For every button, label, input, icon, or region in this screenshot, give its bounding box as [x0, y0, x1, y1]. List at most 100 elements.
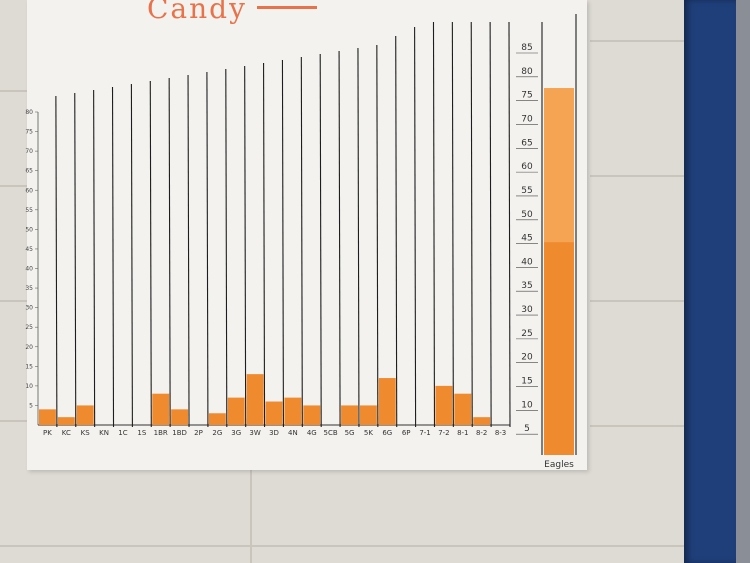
- bar: [303, 405, 321, 425]
- eagles-y-tick-label: 35: [521, 281, 532, 291]
- bar: [359, 405, 377, 425]
- x-tick-label: 2G: [212, 429, 222, 437]
- y-tick-label: 60: [25, 187, 33, 194]
- bar: [473, 417, 491, 425]
- mortar-line: [590, 300, 684, 302]
- poster-title: Candy: [147, 0, 247, 25]
- x-tick-label: 5K: [364, 429, 373, 437]
- mortar-line: [250, 470, 252, 563]
- column-divider-line: [206, 71, 209, 428]
- y-tick-label: 70: [25, 148, 33, 155]
- x-tick-label: 1C: [118, 429, 127, 437]
- bar: [341, 405, 358, 425]
- column-divider-line: [338, 50, 341, 428]
- x-tick-label: KN: [99, 429, 109, 437]
- eagles-y-tick-label: 50: [521, 210, 533, 220]
- mortar-line: [590, 40, 684, 42]
- mortar-line: [590, 425, 684, 427]
- y-tick-label: 20: [25, 344, 33, 351]
- y-tick-label: 35: [25, 285, 33, 292]
- bar: [39, 409, 56, 425]
- bar: [246, 374, 264, 425]
- bar: [227, 397, 245, 425]
- column-divider-line: [93, 89, 96, 428]
- mortar-line: [0, 300, 27, 302]
- bar: [454, 393, 472, 425]
- bar: [76, 405, 94, 425]
- mortar-line: [0, 90, 27, 92]
- column-divider-line: [489, 21, 492, 428]
- y-tick-label: 55: [25, 207, 33, 214]
- bar: [378, 378, 396, 425]
- blue-door-frame: [684, 0, 736, 563]
- x-tick-label: 3G: [231, 429, 241, 437]
- x-tick-label: 7-2: [438, 429, 449, 437]
- x-tick-label: 7-1: [419, 429, 430, 437]
- eagles-y-tick-label: 85: [521, 43, 532, 53]
- column-divider-line: [263, 62, 266, 428]
- column-divider-line: [414, 26, 417, 428]
- column-divider-line: [130, 83, 133, 428]
- bar: [208, 413, 226, 425]
- column-divider-line: [451, 21, 454, 428]
- column-divider-line: [508, 21, 511, 428]
- x-tick-label: 1BR: [154, 429, 168, 437]
- eagles-y-tick-label: 40: [521, 257, 533, 267]
- column-divider-line: [168, 77, 171, 428]
- y-tick-label: 65: [25, 168, 33, 175]
- x-tick-label: 4N: [288, 429, 298, 437]
- column-divider-line: [55, 95, 58, 428]
- eagles-x-label: Eagles: [544, 460, 574, 470]
- eagles-y-tick-label: 5: [524, 424, 530, 434]
- eagles-y-tick-label: 80: [521, 67, 533, 77]
- title-underline: [257, 6, 317, 9]
- column-divider-line: [319, 53, 322, 428]
- eagles-y-tick-label: 20: [521, 353, 533, 363]
- hallway-edge: [736, 0, 750, 563]
- column-divider-line: [300, 56, 303, 428]
- x-tick-label: 4G: [307, 429, 317, 437]
- y-tick-label: 15: [25, 363, 33, 370]
- poster-paper: Candy: [27, 0, 587, 470]
- eagles-y-tick-label: 60: [521, 162, 533, 172]
- mortar-line: [590, 175, 684, 177]
- x-tick-label: 3W: [249, 429, 260, 437]
- x-tick-label: 2P: [194, 429, 203, 437]
- eagles-y-tick-label: 25: [521, 329, 532, 339]
- x-tick-label: 3D: [269, 429, 279, 437]
- y-tick-label: 10: [25, 383, 33, 390]
- column-divider-line: [149, 80, 152, 428]
- mortar-line: [0, 185, 27, 187]
- eagles-y-tick-label: 70: [521, 114, 533, 124]
- y-tick-label: 75: [25, 129, 33, 136]
- x-tick-label: 5G: [345, 429, 355, 437]
- column-divider-line: [187, 74, 190, 428]
- bar: [284, 397, 302, 425]
- column-divider-line: [244, 65, 247, 428]
- y-tick-label: 80: [25, 109, 33, 116]
- eagles-y-tick-label: 75: [521, 91, 532, 101]
- x-tick-label: 8-1: [457, 429, 468, 437]
- x-tick-label: 6P: [402, 429, 411, 437]
- x-tick-label: 6G: [382, 429, 392, 437]
- eagles-y-tick-label: 10: [521, 400, 533, 410]
- bar: [265, 401, 283, 425]
- column-divider-line: [111, 86, 115, 428]
- column-divider-line: [357, 47, 360, 428]
- eagles-bar-light-top: [544, 88, 574, 243]
- eagles-y-tick-label: 30: [521, 305, 533, 315]
- y-tick-label: 5: [29, 402, 33, 409]
- y-tick-label: 25: [25, 324, 33, 331]
- x-tick-label: PK: [43, 429, 52, 437]
- column-divider-line: [432, 21, 436, 428]
- column-divider-line: [74, 92, 77, 428]
- eagles-y-tick-label: 55: [521, 186, 532, 196]
- bar: [152, 393, 170, 425]
- column-divider-line: [395, 35, 398, 428]
- x-tick-label: 8-2: [476, 429, 487, 437]
- eagles-y-tick-label: 15: [521, 377, 532, 387]
- y-tick-label: 50: [25, 226, 33, 233]
- eagles-y-tick-label: 65: [521, 138, 532, 148]
- y-tick-label: 30: [25, 305, 33, 312]
